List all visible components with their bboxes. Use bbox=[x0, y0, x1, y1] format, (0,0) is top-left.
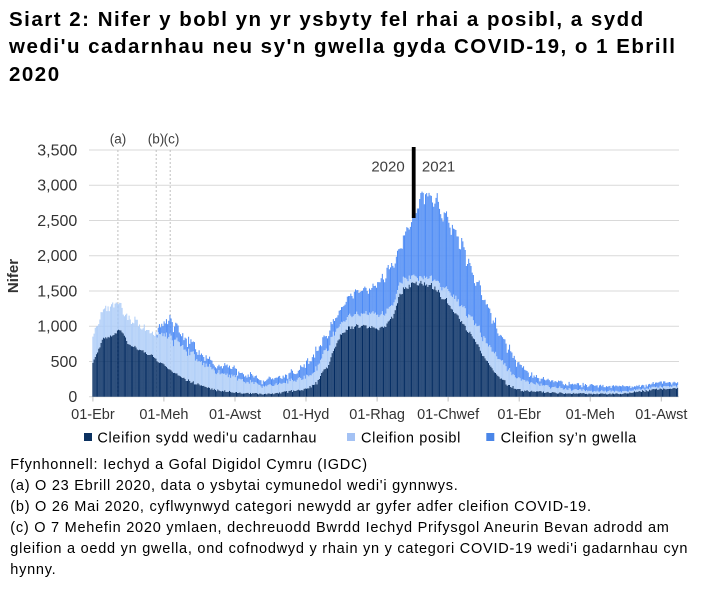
svg-text:2020: 2020 bbox=[371, 159, 404, 176]
svg-text:01-Rhag: 01-Rhag bbox=[349, 407, 405, 423]
svg-text:01-Hyd: 01-Hyd bbox=[283, 407, 330, 423]
svg-text:01-Ebr: 01-Ebr bbox=[497, 407, 541, 423]
svg-text:2,000: 2,000 bbox=[37, 248, 77, 265]
svg-text:1,500: 1,500 bbox=[37, 283, 77, 300]
svg-text:(c): (c) bbox=[164, 132, 180, 147]
svg-text:3,000: 3,000 bbox=[37, 178, 77, 195]
svg-text:01-Awst: 01-Awst bbox=[209, 407, 261, 423]
svg-text:Nifer: Nifer bbox=[5, 259, 22, 293]
svg-text:1,000: 1,000 bbox=[37, 319, 77, 336]
svg-text:2021: 2021 bbox=[422, 159, 455, 176]
svg-text:0: 0 bbox=[68, 389, 77, 406]
svg-text:01-Meh: 01-Meh bbox=[139, 407, 188, 423]
svg-text:Cleifion sy’n gwella: Cleifion sy’n gwella bbox=[501, 430, 638, 446]
svg-text:(a): (a) bbox=[110, 132, 127, 147]
svg-text:01-Meh: 01-Meh bbox=[566, 407, 615, 423]
svg-text:01-Chwef: 01-Chwef bbox=[417, 407, 480, 423]
svg-text:500: 500 bbox=[51, 354, 78, 371]
svg-text:01-Awst: 01-Awst bbox=[635, 407, 687, 423]
svg-text:(b): (b) bbox=[148, 132, 165, 147]
svg-text:Cleifion sydd wedi'u cadarnhau: Cleifion sydd wedi'u cadarnhau bbox=[97, 430, 317, 446]
svg-text:01-Ebr: 01-Ebr bbox=[71, 407, 115, 423]
svg-text:Cleifion posibl: Cleifion posibl bbox=[361, 430, 461, 446]
svg-text:3,500: 3,500 bbox=[37, 142, 77, 159]
svg-text:2,500: 2,500 bbox=[37, 213, 77, 230]
